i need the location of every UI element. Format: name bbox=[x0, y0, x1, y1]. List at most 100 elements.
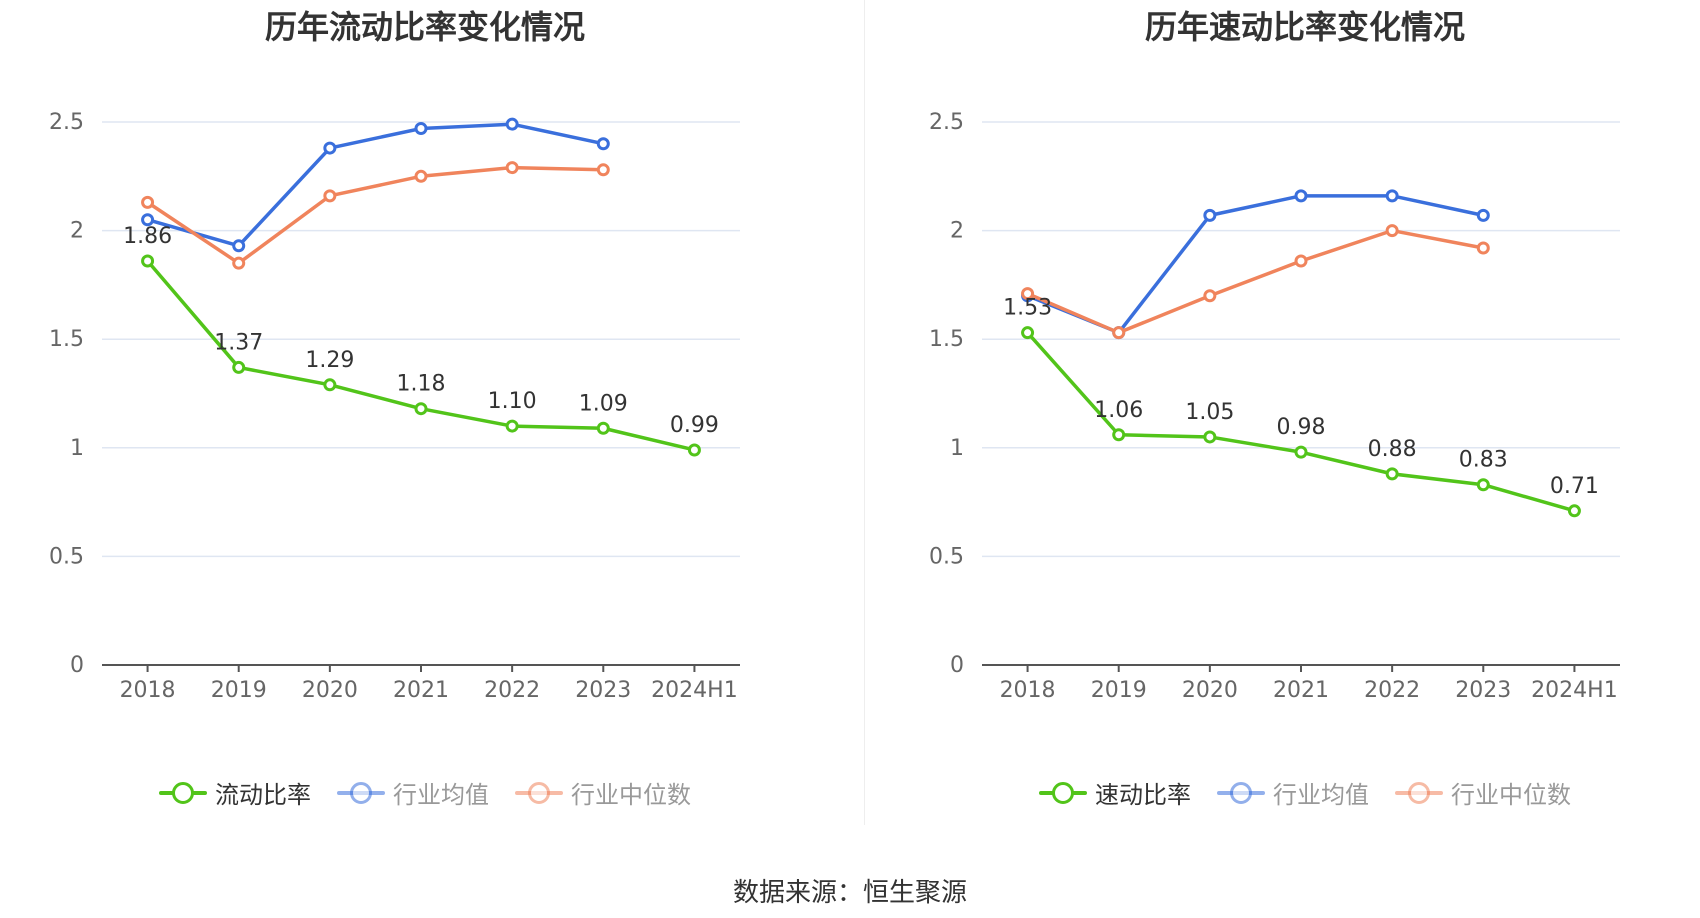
y-tick-label: 2 bbox=[70, 219, 84, 244]
data-point bbox=[505, 161, 519, 175]
legend-label: 行业均值 bbox=[1273, 781, 1369, 809]
data-label: 0.99 bbox=[670, 413, 719, 438]
data-point bbox=[1203, 208, 1217, 222]
data-point bbox=[323, 189, 337, 203]
legend-label: 行业均值 bbox=[393, 781, 489, 809]
y-tick-label: 0 bbox=[70, 653, 84, 678]
chart-legend: 速动比率 行业均值 行业中位数 bbox=[880, 775, 1700, 810]
legend-label: 行业中位数 bbox=[1451, 781, 1571, 809]
chart-panel-current-ratio: 历年流动比率变化情况 0 0.5 1 1.5 2 2.5 2018 2019 2020 2021 2… bbox=[0, 0, 850, 830]
legend-item[interactable]: 行业均值 bbox=[1217, 775, 1369, 810]
chart-title: 历年速动比率变化情况 bbox=[1144, 8, 1465, 46]
legend-marker-icon bbox=[337, 781, 385, 805]
x-tick-label: 2021 bbox=[1273, 678, 1329, 703]
data-point bbox=[1385, 467, 1399, 481]
data-label: 0.98 bbox=[1277, 415, 1326, 440]
data-point bbox=[596, 137, 610, 151]
y-tick-label: 1 bbox=[950, 436, 964, 461]
data-label: 0.83 bbox=[1459, 448, 1508, 473]
legend-label: 速动比率 bbox=[1095, 781, 1191, 809]
legend-marker-icon bbox=[159, 781, 207, 805]
data-label: 0.71 bbox=[1550, 474, 1599, 499]
data-point bbox=[505, 117, 519, 131]
legend-label: 行业中位数 bbox=[571, 781, 691, 809]
data-point bbox=[1385, 189, 1399, 203]
data-label: 1.53 bbox=[1003, 296, 1052, 321]
y-tick-label: 1.5 bbox=[929, 327, 964, 352]
data-point bbox=[414, 122, 428, 136]
chart-title: 历年流动比率变化情况 bbox=[264, 8, 585, 46]
series-line bbox=[147, 122, 604, 248]
data-label: 1.06 bbox=[1094, 398, 1143, 423]
legend-marker-icon bbox=[515, 781, 563, 805]
x-tick-label: 2023 bbox=[575, 678, 631, 703]
data-point bbox=[1112, 428, 1126, 442]
panel-divider bbox=[864, 0, 865, 825]
data-point bbox=[1294, 189, 1308, 203]
data-label: 1.18 bbox=[397, 372, 446, 397]
data-source-note: 数据来源：恒生聚源 bbox=[732, 878, 967, 908]
data-point bbox=[141, 195, 155, 209]
data-point bbox=[1203, 289, 1217, 303]
legend-marker-icon bbox=[1395, 781, 1443, 805]
legend-item[interactable]: 行业中位数 bbox=[1395, 775, 1571, 810]
x-tick-label: 2023 bbox=[1455, 678, 1511, 703]
data-point bbox=[1203, 430, 1217, 444]
chart-plot: 0 0.5 1 1.5 2 2.5 2018 2019 2020 2021 2022 2023 2024… bbox=[929, 110, 1620, 703]
x-tick-label: 2018 bbox=[1000, 678, 1056, 703]
chart-panel-quick-ratio: 历年速动比率变化情况 0 0.5 1 1.5 2 2.5 2018 2019 2020 2021 2… bbox=[880, 0, 1700, 830]
data-label: 1.29 bbox=[305, 348, 354, 373]
data-point bbox=[596, 421, 610, 435]
data-point bbox=[1021, 326, 1035, 340]
y-tick-label: 0 bbox=[950, 653, 964, 678]
chart-plot: 0 0.5 1 1.5 2 2.5 2018 2019 2020 2021 2022 2023 2024… bbox=[49, 110, 740, 703]
data-label: 1.05 bbox=[1185, 400, 1234, 425]
data-point bbox=[232, 239, 246, 253]
data-point bbox=[1476, 208, 1490, 222]
x-tick-label: 2022 bbox=[484, 678, 540, 703]
x-tick-label: 2019 bbox=[1091, 678, 1147, 703]
data-point bbox=[323, 378, 337, 392]
y-tick-label: 2.5 bbox=[929, 110, 964, 135]
legend-item[interactable]: 流动比率 bbox=[159, 775, 311, 810]
data-point bbox=[1021, 287, 1035, 301]
legend-item[interactable]: 速动比率 bbox=[1039, 775, 1191, 810]
chart-legend: 流动比率 行业均值 行业中位数 bbox=[0, 775, 850, 810]
data-point bbox=[1112, 326, 1126, 340]
data-point bbox=[687, 443, 701, 457]
x-tick-label: 2019 bbox=[211, 678, 267, 703]
data-point bbox=[232, 360, 246, 374]
data-point bbox=[1294, 445, 1308, 459]
x-tick-label: 2018 bbox=[120, 678, 176, 703]
x-tick-label: 2022 bbox=[1364, 678, 1420, 703]
data-point bbox=[1294, 254, 1308, 268]
data-point bbox=[414, 169, 428, 183]
series-line bbox=[1026, 194, 1484, 335]
legend-item[interactable]: 行业均值 bbox=[337, 775, 489, 810]
y-tick-label: 2 bbox=[950, 219, 964, 244]
data-point bbox=[1567, 504, 1581, 518]
data-point bbox=[1476, 478, 1490, 492]
series-line bbox=[146, 165, 604, 265]
x-tick-label: 2024H1 bbox=[1531, 678, 1618, 703]
data-label: 1.86 bbox=[123, 224, 172, 249]
legend-marker-icon bbox=[1217, 781, 1265, 805]
data-point bbox=[414, 402, 428, 416]
series-line bbox=[146, 259, 695, 452]
x-tick-label: 2020 bbox=[1182, 678, 1238, 703]
data-point bbox=[596, 163, 610, 177]
legend-label: 流动比率 bbox=[215, 781, 311, 809]
y-tick-label: 1 bbox=[70, 436, 84, 461]
data-label: 1.09 bbox=[579, 391, 628, 416]
data-point bbox=[232, 256, 246, 270]
legend-item[interactable]: 行业中位数 bbox=[515, 775, 691, 810]
series-line bbox=[1026, 228, 1484, 335]
data-point bbox=[141, 213, 155, 227]
data-point bbox=[323, 141, 337, 155]
x-tick-label: 2021 bbox=[393, 678, 449, 703]
y-tick-label: 0.5 bbox=[49, 544, 84, 569]
x-tick-label: 2020 bbox=[302, 678, 358, 703]
data-point bbox=[1385, 224, 1399, 238]
data-point bbox=[505, 419, 519, 433]
data-point bbox=[1476, 241, 1490, 255]
